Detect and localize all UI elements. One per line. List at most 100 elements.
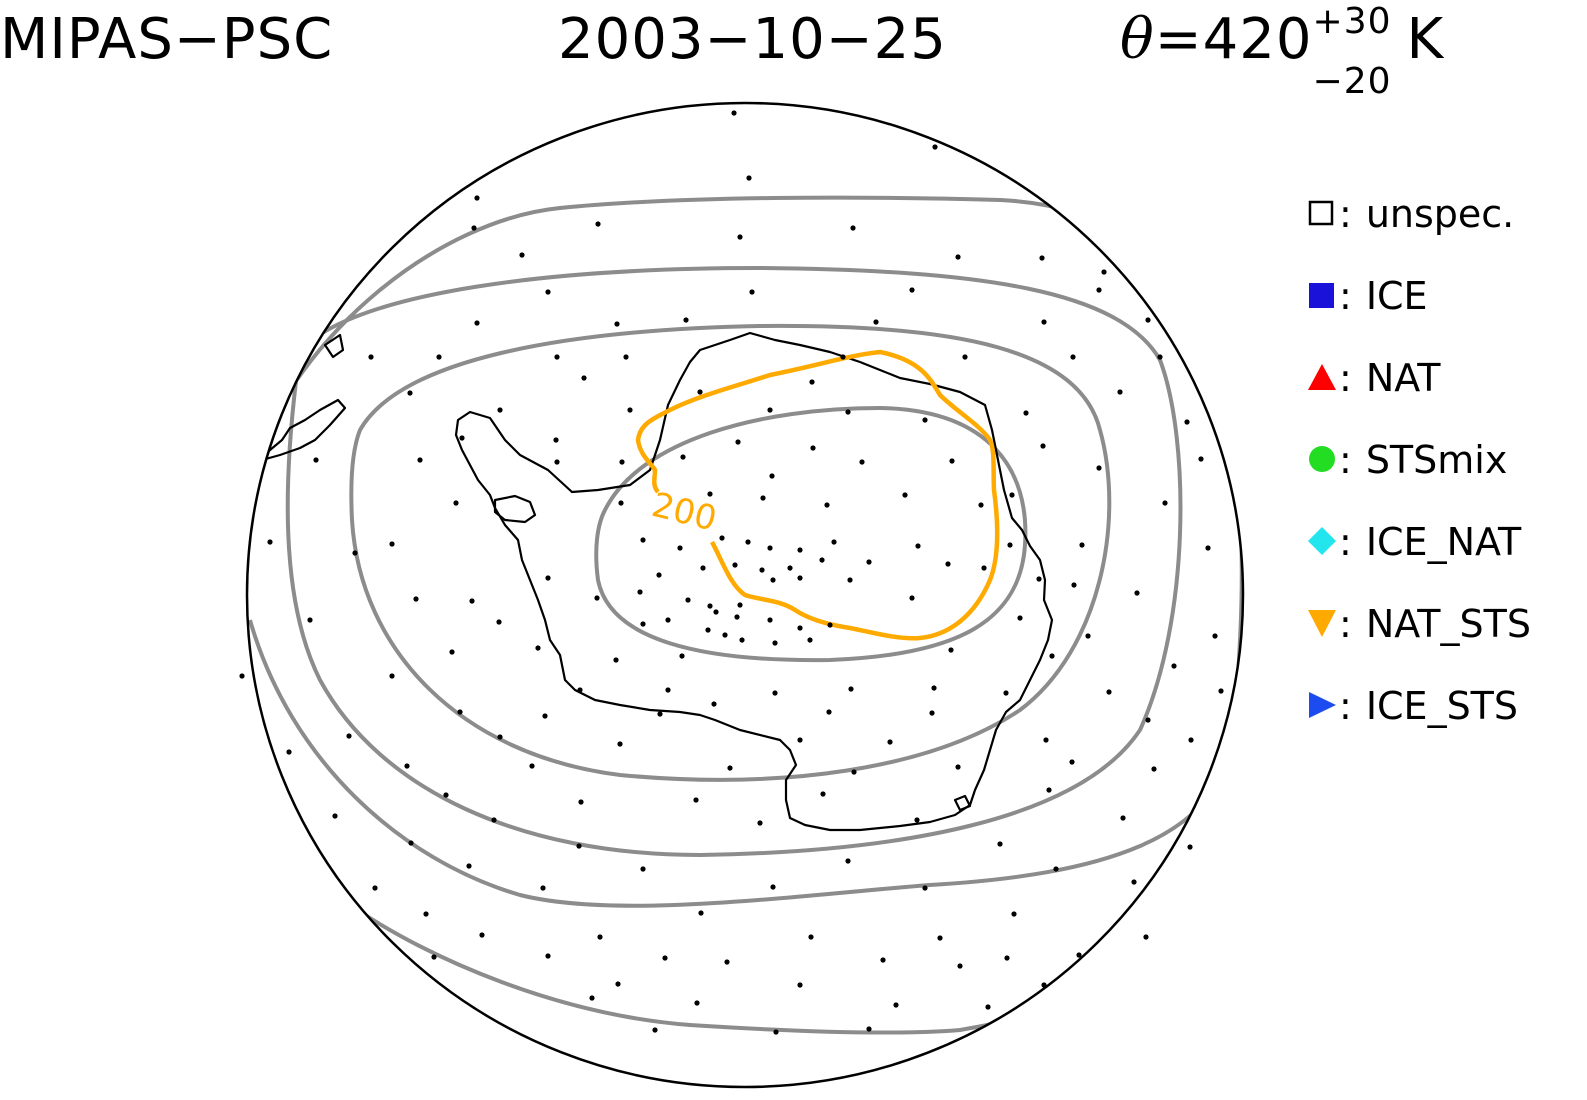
measurement-point — [1157, 354, 1163, 360]
measurement-point — [978, 502, 984, 508]
figure-title-date: 2003−10−25 — [558, 7, 947, 72]
measurement-point — [749, 289, 755, 295]
measurement-point — [453, 500, 459, 506]
measurement-point — [902, 492, 908, 498]
measurement-point — [332, 813, 338, 819]
legend-colon: : — [1339, 274, 1352, 318]
measurement-point — [797, 625, 803, 631]
measurement-point — [407, 390, 413, 396]
contour-line-outer — [348, 898, 1243, 1035]
measurement-point — [707, 603, 713, 609]
measurement-point — [449, 649, 455, 655]
measurement-point — [545, 953, 551, 959]
measurement-point — [640, 537, 646, 543]
measurement-point — [697, 389, 703, 395]
measurement-point — [553, 437, 559, 443]
measurement-point — [1009, 492, 1015, 498]
measurement-point — [457, 709, 463, 715]
measurement-point — [909, 287, 915, 293]
measurement-point — [945, 561, 951, 567]
measurement-point — [1143, 934, 1149, 940]
measurement-point — [595, 221, 601, 227]
measurement-point — [389, 673, 395, 679]
measurement-point — [581, 375, 587, 381]
measurement-point — [1004, 955, 1010, 961]
measurement-point — [735, 439, 741, 445]
measurement-point — [693, 797, 699, 803]
measurement-point — [767, 407, 773, 413]
legend-item-ice-sts: : ICE_STS — [1305, 682, 1580, 764]
measurement-point — [368, 354, 374, 360]
legend-colon: : — [1339, 684, 1352, 728]
measurement-point — [955, 254, 961, 260]
measurement-point — [542, 713, 548, 719]
measurement-point — [519, 252, 525, 258]
measurement-point — [1198, 456, 1204, 462]
measurement-point — [417, 457, 423, 463]
measurement-point — [1071, 582, 1077, 588]
measurement-point — [313, 457, 319, 463]
measurement-point — [845, 409, 851, 415]
measurement-point — [545, 575, 551, 581]
measurement-point — [810, 445, 816, 451]
measurement-point — [683, 317, 689, 323]
legend-label: unspec. — [1365, 192, 1515, 236]
measurement-point — [705, 627, 711, 633]
theta-unit: K — [1406, 7, 1445, 72]
measurement-point — [1145, 317, 1151, 323]
measurement-point — [1151, 766, 1157, 772]
measurement-point — [1085, 633, 1091, 639]
figure-title-instrument: MIPAS−PSC — [0, 7, 334, 72]
measurement-point — [1205, 545, 1211, 551]
measurement-point — [880, 957, 886, 963]
triangle-right-icon — [1305, 682, 1339, 730]
measurement-point — [637, 589, 643, 595]
theta-symbol: θ — [1120, 7, 1155, 72]
measurement-point — [623, 354, 629, 360]
measurement-point — [819, 557, 825, 563]
measurement-point — [893, 1002, 899, 1008]
measurement-point — [491, 817, 497, 823]
triangle-down-icon — [1305, 600, 1339, 648]
measurement-point — [1218, 688, 1224, 694]
measurement-point — [594, 595, 600, 601]
figure-title-theta-level: θ=420 +30 −20 K — [1120, 4, 1445, 100]
measurement-point — [372, 885, 378, 891]
measurement-point — [1017, 615, 1023, 621]
measurement-point — [770, 577, 776, 583]
measurement-point — [497, 407, 503, 413]
measurement-point — [1049, 653, 1055, 659]
measurement-point — [985, 1004, 991, 1010]
measurement-point — [408, 840, 414, 846]
measurement-point — [809, 379, 815, 385]
measurement-point — [770, 884, 776, 890]
measurement-point — [618, 500, 624, 506]
measurement-point — [724, 959, 730, 965]
measurement-point — [665, 617, 671, 623]
measurement-point — [471, 225, 477, 231]
measurement-point — [734, 614, 740, 620]
measurement-point — [1041, 319, 1047, 325]
measurement-point — [615, 981, 621, 987]
measurement-point — [887, 739, 893, 745]
measurement-point — [545, 289, 551, 295]
legend-label: ICE_NAT — [1365, 520, 1522, 564]
measurement-point — [915, 543, 921, 549]
antarctica-coastline — [454, 331, 1054, 832]
measurement-point — [831, 539, 837, 545]
measurement-point — [286, 749, 292, 755]
measurement-point — [1039, 255, 1045, 261]
measurement-point — [1036, 576, 1042, 582]
measurement-point — [1212, 633, 1218, 639]
measurement-point — [746, 175, 752, 181]
legend-colon: : — [1339, 192, 1352, 236]
measurement-point — [423, 911, 429, 917]
legend-colon: : — [1339, 438, 1352, 482]
measurement-point — [948, 647, 954, 653]
legend-item-stsmix: : STSmix — [1305, 436, 1580, 518]
measurement-point — [1096, 287, 1102, 293]
legend-label: ICE — [1365, 274, 1428, 318]
measurement-point — [824, 502, 830, 508]
measurement-point — [700, 565, 706, 571]
measurement-point — [1023, 410, 1029, 416]
